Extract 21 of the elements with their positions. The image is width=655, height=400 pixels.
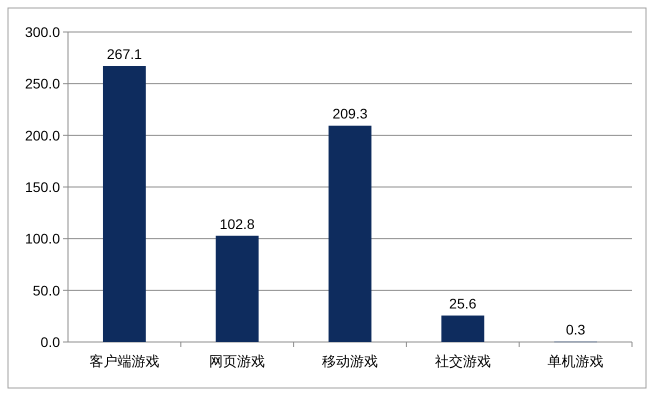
data-label: 267.1 (106, 46, 142, 62)
data-label: 0.3 (566, 322, 586, 338)
data-label: 102.8 (220, 216, 255, 232)
y-tick-label: 300.0 (24, 24, 60, 40)
data-label: 25.6 (449, 296, 477, 312)
x-tick-label: 单机游戏 (548, 353, 604, 369)
y-tick-label: 0.0 (40, 334, 60, 350)
x-tick-label: 社交游戏 (434, 353, 491, 369)
y-tick-label: 50.0 (32, 282, 60, 298)
bar (328, 126, 372, 342)
y-tick-label: 250.0 (24, 76, 60, 92)
y-tick-label: 100.0 (24, 230, 60, 247)
data-label: 209.3 (332, 106, 368, 122)
y-tick-label: 200.0 (24, 127, 60, 144)
bar (216, 236, 259, 342)
x-tick-label: 网页游戏 (209, 353, 266, 369)
x-tick-label: 移动游戏 (322, 353, 378, 369)
bar (102, 66, 146, 342)
x-tick-label: 客户端游戏 (89, 353, 160, 369)
y-tick-label: 150.0 (24, 179, 60, 195)
bar (441, 316, 484, 342)
